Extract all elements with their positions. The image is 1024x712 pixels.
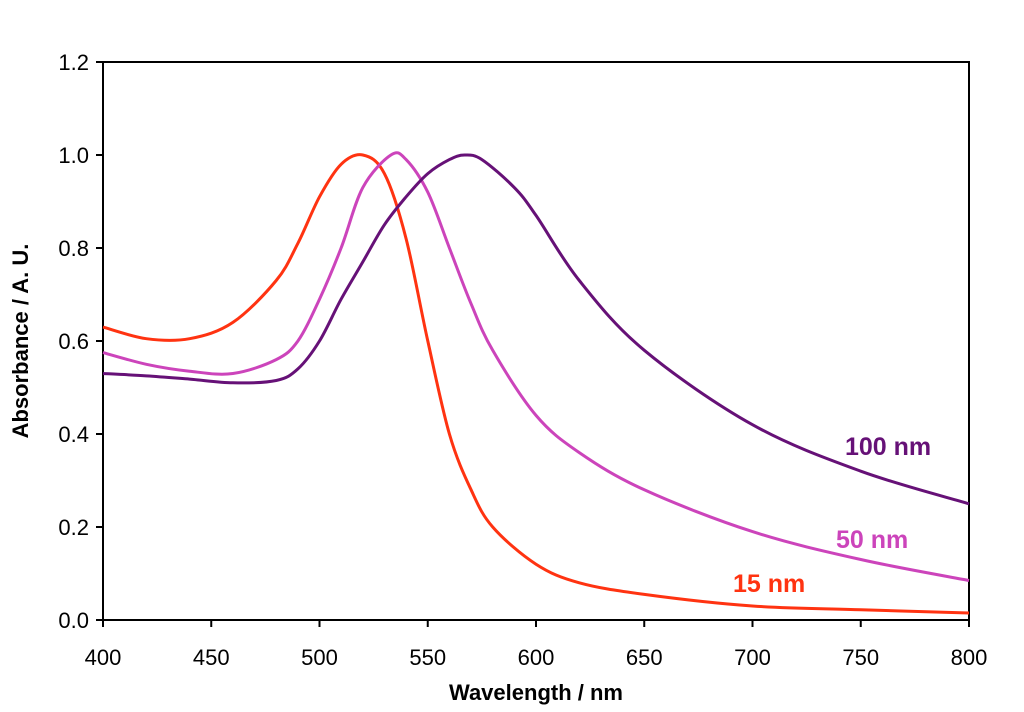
y-axis: 0.0 0.2 0.4 0.6 0.8 1.0 1.2 (58, 50, 103, 633)
y-tick-label: 0.6 (58, 329, 89, 354)
y-tick-label: 1.0 (58, 143, 89, 168)
x-tick-label: 800 (951, 645, 988, 670)
y-tick-label: 0.0 (58, 608, 89, 633)
series-line-100nm (102, 153, 970, 506)
x-axis-title: Wavelength / nm (449, 680, 623, 705)
series-label-100nm: 100 nm (845, 433, 931, 461)
series-lines (102, 151, 970, 615)
x-tick-label: 500 (301, 645, 338, 670)
x-tick-label: 750 (842, 645, 879, 670)
y-tick-label: 0.4 (58, 422, 89, 447)
x-tick-label: 550 (409, 645, 446, 670)
x-tick-label: 400 (85, 645, 122, 670)
series-label-15nm: 15 nm (733, 570, 805, 598)
y-tick-label: 0.8 (58, 236, 89, 261)
y-tick-label: 1.2 (58, 50, 89, 75)
x-axis: 400 450 500 550 600 650 700 750 800 (85, 620, 988, 670)
x-tick-label: 650 (626, 645, 663, 670)
x-tick-label: 450 (193, 645, 230, 670)
y-tick-label: 0.2 (58, 515, 89, 540)
series-label-50nm: 50 nm (836, 526, 908, 554)
x-tick-label: 700 (734, 645, 771, 670)
series-line-50nm (102, 151, 970, 582)
y-axis-title: Absorbance / A. U. (8, 244, 33, 439)
series-line-15nm (102, 153, 970, 615)
x-tick-label: 600 (518, 645, 555, 670)
